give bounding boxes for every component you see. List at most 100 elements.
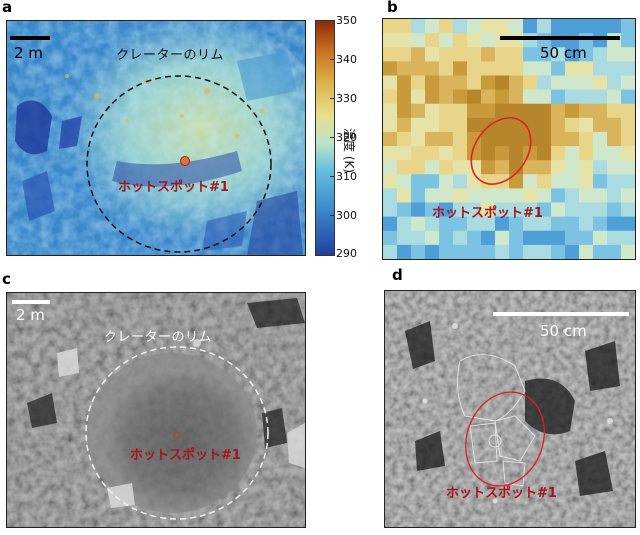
- thermal-pixel: [607, 202, 622, 218]
- thermal-pixel: [467, 174, 482, 190]
- thermal-pixel: [621, 202, 635, 218]
- thermal-pixel: [481, 216, 496, 232]
- thermal-pixel: [537, 216, 552, 232]
- thermal-pixel: [621, 47, 635, 62]
- thermal-pixel: [439, 188, 454, 204]
- thermal-pixel: [593, 117, 608, 133]
- thermal-pixel: [579, 202, 594, 218]
- thermal-pixel: [537, 89, 552, 105]
- thermal-pixel: [453, 230, 468, 246]
- thermal-pixel: [509, 202, 524, 218]
- thermal-pixel: [551, 174, 566, 190]
- thermal-pixel: [453, 244, 468, 259]
- thermal-pixel: [621, 230, 635, 246]
- thermal-pixel: [481, 89, 496, 105]
- thermal-pixel: [467, 230, 482, 246]
- thermal-pixel: [425, 230, 440, 246]
- thermal-pixel: [509, 188, 524, 204]
- thermal-pixel: [537, 160, 552, 175]
- thermal-pixel: [565, 89, 580, 105]
- colorbar-tick-290: 290: [336, 247, 357, 260]
- thermal-pixel: [481, 75, 496, 91]
- thermal-pixel: [397, 75, 412, 91]
- thermal-pixel: [411, 89, 426, 105]
- thermal-pixel: [495, 216, 510, 232]
- thermal-pixel: [425, 202, 440, 218]
- thermal-pixel: [537, 103, 552, 119]
- thermal-pixel: [607, 216, 622, 232]
- thermal-pixel: [481, 61, 496, 77]
- thermal-pixel: [509, 61, 524, 77]
- colorbar-tick-340: 340: [336, 53, 357, 66]
- panel-d-scale-label: 50 cm: [540, 322, 587, 340]
- thermal-pixel: [579, 230, 594, 246]
- thermal-pixel: [565, 47, 580, 62]
- thermal-pixel: [593, 75, 608, 91]
- thermal-pixel: [397, 47, 412, 62]
- thermal-pixel: [621, 33, 635, 48]
- thermal-pixel: [523, 103, 538, 119]
- panel-c-hotspot-marker: [173, 431, 181, 439]
- thermal-pixel: [593, 146, 608, 161]
- thermal-pixel: [467, 117, 482, 133]
- thermal-pixel: [383, 188, 398, 204]
- thermal-pixel: [551, 131, 566, 147]
- thermal-pixel: [621, 160, 635, 175]
- thermal-pixel: [509, 47, 524, 62]
- thermal-pixel: [411, 33, 426, 48]
- thermal-pixel: [565, 146, 580, 161]
- thermal-pixel: [467, 160, 482, 175]
- colorbar-tickmark: [330, 176, 334, 177]
- thermal-pixel: [621, 216, 635, 232]
- thermal-pixel: [607, 47, 622, 62]
- thermal-pixel: [523, 160, 538, 175]
- panel-a-rim-label: クレーターのリム: [116, 48, 225, 63]
- thermal-pixel: [453, 216, 468, 232]
- thermal-pixel: [579, 216, 594, 232]
- thermal-pixel: [425, 160, 440, 175]
- thermal-pixel: [551, 146, 566, 161]
- thermal-pixel: [439, 146, 454, 161]
- thermal-pixel: [537, 230, 552, 246]
- thermal-pixel: [453, 188, 468, 204]
- panel-d-optical-image: [385, 291, 635, 527]
- thermal-pixel: [607, 230, 622, 246]
- thermal-pixel: [383, 103, 398, 119]
- thermal-pixel: [551, 47, 566, 62]
- thermal-pixel: [593, 202, 608, 218]
- thermal-pixel: [383, 131, 398, 147]
- thermal-pixel: [551, 117, 566, 133]
- thermal-pixel: [467, 33, 482, 48]
- thermal-pixel: [383, 160, 398, 175]
- thermal-pixel: [607, 188, 622, 204]
- thermal-pixel: [383, 146, 398, 161]
- panel-a-thermal-map: [6, 20, 306, 256]
- panel-a-crater-rim: [86, 75, 272, 253]
- panel-d-boulder-outlines: [456, 354, 536, 487]
- colorbar-tickmark: [330, 98, 334, 99]
- thermal-pixel: [551, 230, 566, 246]
- thermal-pixel: [579, 174, 594, 190]
- thermal-pixel: [565, 117, 580, 133]
- thermal-pixel: [425, 33, 440, 48]
- panel-a-hotspot-label: ホットスポット#1: [118, 180, 229, 195]
- thermal-pixel: [509, 216, 524, 232]
- thermal-pixel: [495, 75, 510, 91]
- thermal-pixel: [425, 75, 440, 91]
- thermal-pixel: [593, 89, 608, 105]
- thermal-pixel: [509, 19, 524, 34]
- thermal-pixel: [495, 160, 510, 175]
- thermal-pixel: [453, 146, 468, 161]
- thermal-pixel: [551, 216, 566, 232]
- thermal-pixel: [621, 117, 635, 133]
- thermal-pixel: [397, 160, 412, 175]
- thermal-pixel: [579, 160, 594, 175]
- thermal-pixel: [411, 117, 426, 133]
- thermal-pixel: [439, 117, 454, 133]
- thermal-pixel: [593, 174, 608, 190]
- colorbar-tickmark: [330, 253, 334, 254]
- panel-b-hotspot-ellipse: [470, 117, 532, 185]
- thermal-pixel: [481, 146, 496, 161]
- thermal-pixel: [621, 174, 635, 190]
- thermal-pixel: [467, 103, 482, 119]
